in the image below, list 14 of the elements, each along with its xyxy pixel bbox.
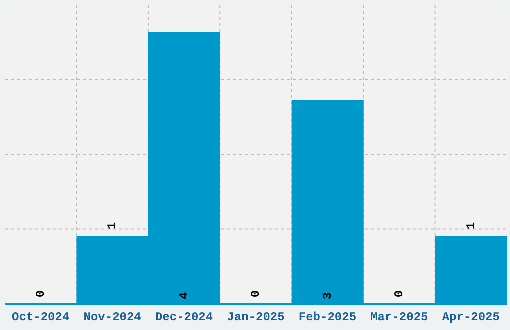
x-tick-label: Feb-2025 — [298, 310, 357, 325]
data-label: 1 — [106, 222, 120, 230]
data-label: 3 — [320, 292, 335, 300]
x-tick-label: Oct-2024 — [12, 310, 70, 325]
data-label: 0 — [34, 290, 48, 298]
x-tick-label: Jan-2025 — [227, 310, 285, 325]
x-tick-label: Mar-2025 — [370, 310, 428, 325]
x-tick-label: Nov-2024 — [84, 310, 142, 325]
data-label: 0 — [249, 290, 264, 298]
data-label: 0 — [392, 290, 407, 298]
x-tick-label: Apr-2025 — [442, 310, 500, 325]
data-label: 4 — [177, 292, 192, 300]
data-label: 1 — [464, 222, 478, 230]
x-tick-label: Dec-2024 — [155, 310, 214, 325]
